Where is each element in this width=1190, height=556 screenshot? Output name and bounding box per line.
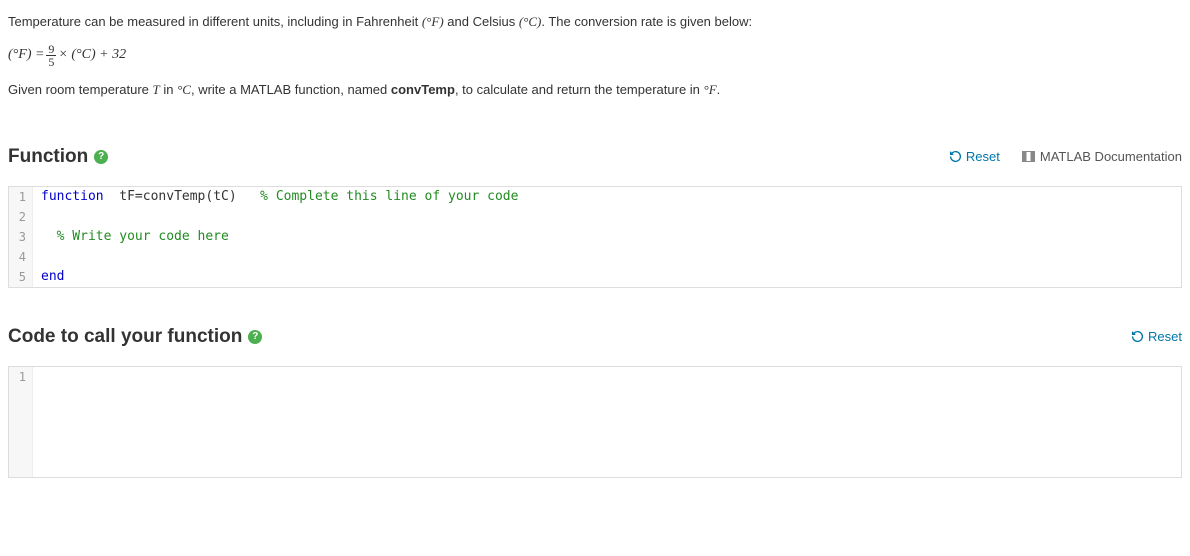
unit-c: °C	[177, 82, 191, 97]
reset-icon	[949, 150, 962, 163]
numerator: 9	[46, 43, 56, 56]
code-line: 2	[9, 207, 1181, 227]
empty[interactable]	[33, 387, 41, 477]
line-number: 4	[9, 247, 33, 267]
line-content[interactable]	[33, 207, 41, 227]
text: , to calculate and return the temperatur…	[455, 82, 704, 97]
reset-label: Reset	[1148, 329, 1182, 344]
code-line: 4	[9, 247, 1181, 267]
problem-line-1: Temperature can be measured in different…	[8, 12, 1182, 33]
book-icon	[1022, 151, 1035, 162]
title-text: Function	[8, 146, 88, 168]
title-text: Code to call your function	[8, 326, 242, 348]
line-content[interactable]: function tF=convTemp(tC) % Complete this…	[33, 187, 518, 207]
formula-rhs: × (°C) + 32	[58, 44, 126, 66]
editor-filler	[9, 387, 1181, 477]
text: Given room temperature	[8, 82, 153, 97]
call-title: Code to call your function ?	[8, 326, 262, 348]
reset-button[interactable]: Reset	[949, 149, 1000, 164]
text: , write a MATLAB function, named	[191, 82, 391, 97]
line-number: 1	[9, 367, 33, 387]
code-line: 3 % Write your code here	[9, 227, 1181, 247]
code-text: tF=convTemp(tC)	[104, 189, 261, 204]
line-number: 3	[9, 227, 33, 247]
line-number: 5	[9, 267, 33, 287]
help-icon[interactable]: ?	[94, 150, 108, 164]
code-line: 5 end	[9, 267, 1181, 287]
reset-button[interactable]: Reset	[1131, 329, 1182, 344]
text: Temperature can be measured in different…	[8, 14, 422, 29]
line-content[interactable]	[33, 367, 41, 387]
problem-statement: Temperature can be measured in different…	[8, 12, 1182, 101]
reset-label: Reset	[966, 149, 1000, 164]
line-number: 2	[9, 207, 33, 227]
function-section-header: Function ? Reset MATLAB Documentation	[8, 146, 1182, 168]
documentation-link[interactable]: MATLAB Documentation	[1022, 149, 1182, 164]
call-code-editor[interactable]: 1	[8, 366, 1182, 478]
doc-label: MATLAB Documentation	[1040, 149, 1182, 164]
line-content[interactable]: % Write your code here	[33, 227, 229, 247]
fraction: 9 5	[46, 43, 56, 68]
problem-line-2: Given room temperature T in °C, write a …	[8, 80, 1182, 101]
func-name: convTemp	[391, 82, 455, 97]
formula-lhs: (°F) =	[8, 44, 44, 66]
comment: % Complete this line of your code	[260, 189, 518, 204]
keyword: function	[41, 189, 104, 204]
call-header-actions: Reset	[1131, 329, 1182, 344]
gutter	[9, 387, 33, 477]
unit-c: (°C)	[519, 14, 542, 29]
function-title: Function ?	[8, 146, 108, 168]
unit-f: (°F)	[422, 14, 444, 29]
text: and Celsius	[444, 14, 519, 29]
denominator: 5	[46, 56, 56, 68]
code-line: 1 function tF=convTemp(tC) % Complete th…	[9, 187, 1181, 207]
var-T: T	[153, 82, 160, 97]
line-content[interactable]	[33, 247, 41, 267]
function-code-editor[interactable]: 1 function tF=convTemp(tC) % Complete th…	[8, 186, 1182, 288]
code-line: 1	[9, 367, 1181, 387]
text: in	[160, 82, 177, 97]
line-number: 1	[9, 187, 33, 207]
unit-f: °F	[704, 82, 717, 97]
keyword: end	[41, 269, 64, 284]
line-content[interactable]: end	[33, 267, 64, 287]
reset-icon	[1131, 330, 1144, 343]
text: .	[717, 82, 721, 97]
call-section-header: Code to call your function ? Reset	[8, 326, 1182, 348]
comment: % Write your code here	[41, 229, 229, 244]
function-header-actions: Reset MATLAB Documentation	[949, 149, 1182, 164]
text: . The conversion rate is given below:	[541, 14, 752, 29]
conversion-formula: (°F) = 9 5 × (°C) + 32	[8, 43, 1182, 68]
help-icon[interactable]: ?	[248, 330, 262, 344]
